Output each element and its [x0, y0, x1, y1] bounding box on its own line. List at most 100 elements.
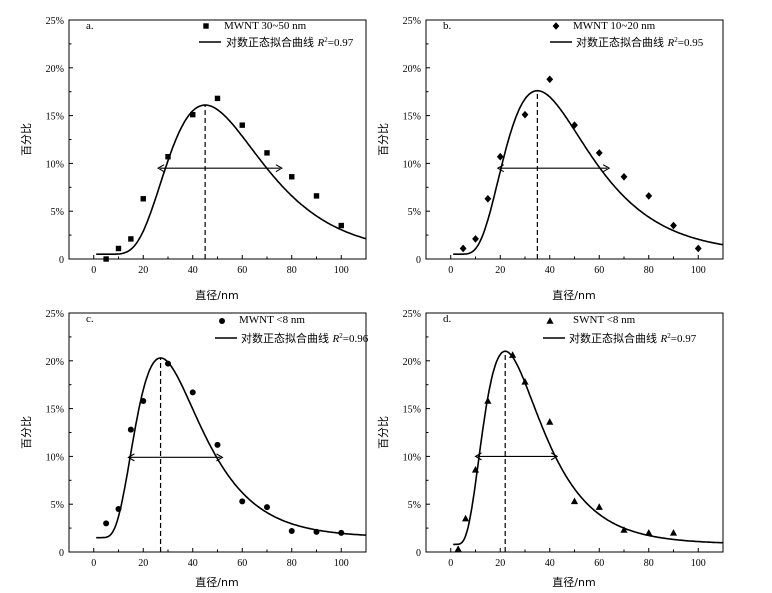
- data-point: [239, 122, 245, 128]
- data-point: [190, 111, 196, 118]
- panel-d: 0 20 40 60 80 100 0 5% 10% 15% 20% 25% d. SWNT <8 n…: [377, 309, 724, 589]
- data-point: [694, 244, 702, 253]
- data-point: [620, 172, 628, 181]
- y-tick-label: 15%: [46, 405, 64, 416]
- y-tick-label: 10%: [403, 159, 421, 170]
- legend-marker: [552, 22, 560, 30]
- data-points: [103, 95, 344, 262]
- axis-ticks: [426, 19, 699, 260]
- arrow-head-right: [216, 453, 224, 462]
- legend-fit-label: 对数正态拟合曲线 R2=0.97: [569, 331, 697, 345]
- y-axis-label: 百分比: [377, 416, 390, 449]
- x-axis-label: 直径/nm: [195, 288, 238, 302]
- data-point: [289, 174, 295, 180]
- data-point: [214, 95, 221, 102]
- fwhm-arrow: [496, 164, 611, 173]
- data-point: [645, 192, 653, 200]
- y-tick-label: 15%: [46, 112, 64, 123]
- y-axis-label: 百分比: [20, 416, 33, 449]
- y-tick-label: 20%: [403, 64, 421, 75]
- data-point: [338, 222, 344, 229]
- data-point: [128, 236, 134, 242]
- y-tick-label: 10%: [46, 452, 64, 463]
- legend-marker-symbol: [552, 22, 560, 30]
- data-point: [595, 149, 603, 157]
- legend-marker: [203, 23, 209, 29]
- data-point: [484, 194, 492, 203]
- data-point: [670, 221, 677, 230]
- x-tick-label: 60: [237, 265, 247, 276]
- y-tick-label: 15%: [403, 405, 421, 416]
- legend-marker-symbol: [219, 318, 225, 324]
- y-tick-label: 15%: [403, 112, 421, 123]
- legend: MWNT 30~50 nm 对数正态拟合曲线 R2=0.97: [199, 20, 354, 49]
- legend-marker-symbol: [203, 23, 209, 29]
- data-point: [459, 244, 467, 253]
- data-point: [509, 351, 517, 358]
- arrow-head-right: [275, 164, 283, 173]
- fwhm-arrow: [157, 164, 283, 173]
- y-tick-label: 25%: [403, 309, 421, 320]
- data-point: [127, 426, 134, 433]
- x-tick-label: 20: [495, 558, 505, 569]
- data-point: [115, 245, 122, 252]
- x-axis-label: 直径/nm: [552, 288, 595, 302]
- y-tick-label: 25%: [46, 16, 64, 27]
- legend: MWNT 10~20 nm 对数正态拟合曲线 R2=0.95: [550, 20, 704, 49]
- panel-label: b.: [443, 20, 452, 32]
- x-axis-label: 直径/nm: [195, 575, 238, 589]
- data-point: [313, 528, 320, 535]
- plot-frame: [425, 19, 724, 260]
- legend: MWNT <8 nm 对数正态拟合曲线 R2=0.96: [215, 314, 369, 345]
- x-tick-label: 20: [138, 558, 148, 569]
- x-tick-label: 40: [545, 265, 555, 276]
- legend-marker: [219, 318, 225, 324]
- y-axis-label: 百分比: [20, 123, 33, 156]
- fit-curve: [453, 89, 724, 255]
- x-tick-label: 0: [91, 558, 96, 569]
- legend-marker-label: SWNT <8 nm: [573, 314, 636, 326]
- panel-label: d.: [443, 313, 452, 325]
- data-point: [264, 504, 270, 511]
- data-points: [459, 75, 702, 253]
- x-tick-label: 60: [594, 265, 604, 276]
- x-tick-label: 40: [188, 558, 198, 569]
- legend-marker-label: MWNT 10~20 nm: [573, 20, 656, 32]
- y-tick-label: 0: [59, 255, 64, 266]
- data-point: [645, 529, 653, 536]
- y-tick-label: 20%: [46, 64, 64, 75]
- axis-ticks: [69, 19, 342, 260]
- data-point: [462, 514, 470, 522]
- data-point: [140, 196, 146, 202]
- data-point: [669, 529, 678, 536]
- panel-label: c.: [86, 313, 94, 325]
- data-point: [546, 75, 554, 84]
- x-axis-label: 直径/nm: [552, 575, 595, 589]
- panel-b: 0 20 40 60 80 100 0 5% 10% 15% 20% 25% b. MWNT 10~2…: [377, 16, 724, 302]
- axis-ticks: [69, 312, 342, 553]
- y-tick-label: 5%: [408, 207, 421, 218]
- fit-curve: [453, 350, 723, 546]
- x-tick-label: 100: [691, 558, 706, 569]
- data-point: [454, 545, 462, 552]
- data-point: [264, 150, 270, 156]
- legend-marker-label: MWNT <8 nm: [239, 314, 305, 326]
- y-tick-label: 5%: [51, 500, 64, 511]
- x-tick-label: 100: [334, 558, 349, 569]
- x-tick-label: 40: [545, 558, 555, 569]
- legend-fit-label: 对数正态拟合曲线 R2=0.97: [226, 35, 354, 49]
- data-points: [103, 360, 345, 536]
- y-tick-label: 20%: [403, 357, 421, 368]
- y-tick-label: 25%: [403, 16, 421, 27]
- data-point: [165, 154, 171, 160]
- x-tick-label: 60: [237, 558, 247, 569]
- data-point: [620, 526, 628, 533]
- x-tick-label: 80: [644, 558, 654, 569]
- data-point: [239, 498, 246, 505]
- y-tick-label: 25%: [46, 309, 64, 320]
- y-tick-label: 10%: [403, 452, 421, 463]
- x-tick-label: 20: [495, 265, 505, 276]
- axis-tick-labels: 0 20 40 60 80 100 0 5% 10% 15% 20% 25%: [403, 16, 706, 276]
- data-point: [214, 441, 221, 448]
- x-tick-label: 0: [448, 265, 453, 276]
